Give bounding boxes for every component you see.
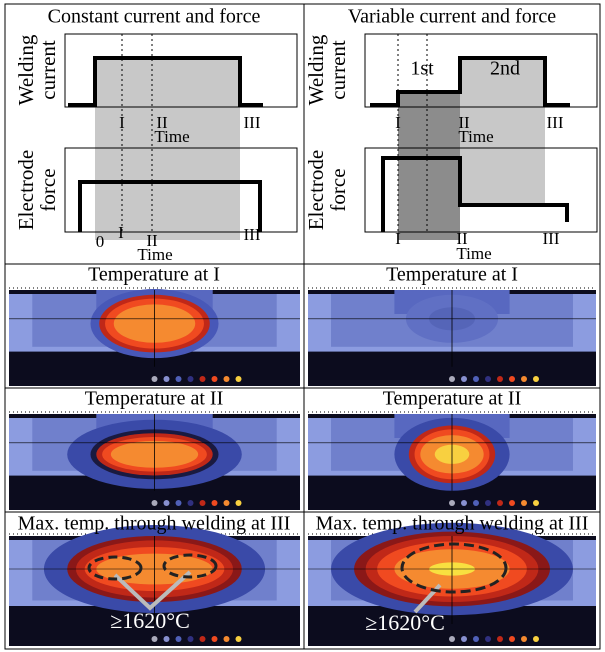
phase-label: 1st xyxy=(410,58,434,80)
legend-dot xyxy=(509,500,515,506)
legend-dot xyxy=(497,500,503,506)
legend-dot xyxy=(152,636,158,642)
legend-dot xyxy=(224,376,230,382)
time-mark: I xyxy=(119,113,125,132)
row-title: Max. temp. through welding at III xyxy=(18,513,291,535)
row-title: Temperature at I xyxy=(88,264,220,286)
legend-dot xyxy=(533,500,539,506)
legend-dot xyxy=(176,376,182,382)
legend-dot xyxy=(461,500,467,506)
y-label: current xyxy=(36,40,60,100)
shading xyxy=(95,58,240,240)
y-label: current xyxy=(326,40,350,100)
legend-dot xyxy=(176,636,182,642)
legend-dot xyxy=(461,376,467,382)
time-mark: I xyxy=(395,229,401,248)
row-title: Temperature at II xyxy=(85,388,224,410)
legend-dot xyxy=(236,376,242,382)
figure: Constant current and force Welding curre… xyxy=(0,0,605,652)
annotation: ≥1620°C xyxy=(365,610,445,635)
time-axis-label: Time xyxy=(456,244,491,263)
legend-dot xyxy=(449,500,455,506)
legend-dot xyxy=(449,636,455,642)
legend-dot xyxy=(521,376,527,382)
legend-dot xyxy=(485,500,491,506)
legend-dot xyxy=(461,636,467,642)
legend-dot xyxy=(188,500,194,506)
legend-dot xyxy=(164,376,170,382)
y-label: Welding xyxy=(14,34,38,105)
time-axis-label: Time xyxy=(137,245,172,264)
time-mark: I xyxy=(395,113,401,132)
time-mark: 0 xyxy=(96,232,105,251)
legend-dot xyxy=(212,376,218,382)
legend-dot xyxy=(188,636,194,642)
time-axis-label: Time xyxy=(154,127,189,146)
legend-dot xyxy=(236,636,242,642)
time-mark: III xyxy=(244,225,261,244)
legend-dot xyxy=(152,500,158,506)
legend-dot xyxy=(485,636,491,642)
panel-title: Variable current and force xyxy=(348,6,556,28)
legend-dot xyxy=(164,500,170,506)
legend-dot xyxy=(224,636,230,642)
legend-dot xyxy=(164,636,170,642)
shading xyxy=(398,92,460,240)
legend-dot xyxy=(200,636,206,642)
legend-dot xyxy=(473,376,479,382)
time-axis-label: Time xyxy=(458,127,493,146)
legend-dot xyxy=(533,376,539,382)
legend-dot xyxy=(188,376,194,382)
panel-title: Constant current and force xyxy=(48,6,261,28)
legend-dot xyxy=(152,376,158,382)
time-mark: III xyxy=(543,229,560,248)
time-mark: III xyxy=(547,113,564,132)
right-waveforms: Variable current and force Welding curre… xyxy=(304,6,597,263)
y-label: Electrode xyxy=(14,150,38,230)
time-mark: I xyxy=(118,223,124,242)
legend-dot xyxy=(236,500,242,506)
time-mark: III xyxy=(244,113,261,132)
legend-dot xyxy=(473,636,479,642)
legend-dot xyxy=(200,376,206,382)
legend-dot xyxy=(533,636,539,642)
legend-dot xyxy=(212,636,218,642)
row-title: Temperature at I xyxy=(386,264,518,286)
legend-dot xyxy=(473,500,479,506)
legend-dot xyxy=(509,376,515,382)
y-label: force xyxy=(36,168,60,211)
legend-dot xyxy=(200,500,206,506)
y-label: Electrode xyxy=(304,150,328,230)
row-title: Max. temp. through welding at III xyxy=(316,513,589,535)
legend-dot xyxy=(497,636,503,642)
legend-dot xyxy=(521,636,527,642)
legend-dot xyxy=(497,376,503,382)
row-title: Temperature at II xyxy=(383,388,522,410)
y-label: force xyxy=(326,168,350,211)
temperature-maps xyxy=(9,288,596,646)
phase-label: 2nd xyxy=(490,58,520,80)
legend-dot xyxy=(521,500,527,506)
legend-dot xyxy=(449,376,455,382)
legend-dot xyxy=(176,500,182,506)
left-waveforms: Constant current and force Welding curre… xyxy=(14,6,297,264)
legend-dot xyxy=(212,500,218,506)
y-label: Welding xyxy=(304,34,328,105)
legend-dot xyxy=(485,376,491,382)
annotation: ≥1620°C xyxy=(110,608,190,633)
legend-dot xyxy=(509,636,515,642)
legend-dot xyxy=(224,500,230,506)
